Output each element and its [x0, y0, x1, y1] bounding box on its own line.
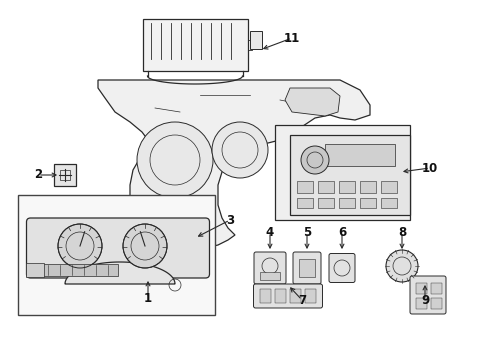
Polygon shape: [65, 262, 175, 284]
Text: 8: 8: [397, 225, 406, 238]
Polygon shape: [274, 125, 409, 220]
Bar: [274, 289, 285, 303]
FancyBboxPatch shape: [409, 276, 445, 314]
Bar: [325, 144, 394, 166]
Bar: [380, 181, 396, 193]
Bar: [338, 181, 354, 193]
Circle shape: [123, 224, 167, 268]
Bar: [249, 31, 261, 49]
Bar: [317, 198, 333, 208]
Bar: [415, 297, 426, 309]
Text: 3: 3: [225, 213, 234, 226]
Bar: [259, 289, 270, 303]
Bar: [359, 181, 375, 193]
Bar: [26, 263, 44, 277]
Bar: [298, 259, 314, 277]
FancyBboxPatch shape: [253, 252, 285, 284]
Circle shape: [385, 250, 417, 282]
Bar: [289, 289, 300, 303]
Bar: [415, 283, 426, 293]
Polygon shape: [98, 80, 369, 248]
Text: 2: 2: [34, 168, 42, 181]
Bar: [260, 272, 280, 280]
Bar: [317, 181, 333, 193]
FancyBboxPatch shape: [328, 253, 354, 283]
Bar: [338, 198, 354, 208]
Text: 4: 4: [265, 225, 274, 238]
Bar: [142, 19, 247, 71]
Bar: [429, 283, 441, 293]
Bar: [60, 170, 70, 180]
Text: 9: 9: [420, 293, 428, 306]
Circle shape: [212, 122, 267, 178]
Bar: [304, 289, 315, 303]
FancyBboxPatch shape: [253, 284, 322, 308]
Text: 11: 11: [284, 31, 300, 45]
Bar: [54, 164, 76, 186]
Bar: [18, 195, 215, 315]
FancyBboxPatch shape: [292, 252, 320, 284]
Bar: [289, 135, 409, 215]
Text: 10: 10: [421, 162, 437, 175]
Text: 6: 6: [337, 225, 346, 238]
Bar: [296, 198, 312, 208]
Circle shape: [301, 146, 328, 174]
Bar: [429, 297, 441, 309]
Bar: [359, 198, 375, 208]
Bar: [296, 181, 312, 193]
Bar: [380, 198, 396, 208]
Text: 5: 5: [302, 225, 310, 238]
Circle shape: [58, 224, 102, 268]
Text: 7: 7: [297, 293, 305, 306]
FancyBboxPatch shape: [26, 218, 209, 278]
Bar: [42, 264, 117, 276]
Polygon shape: [285, 88, 339, 116]
Circle shape: [137, 122, 213, 198]
Text: 1: 1: [143, 292, 152, 305]
